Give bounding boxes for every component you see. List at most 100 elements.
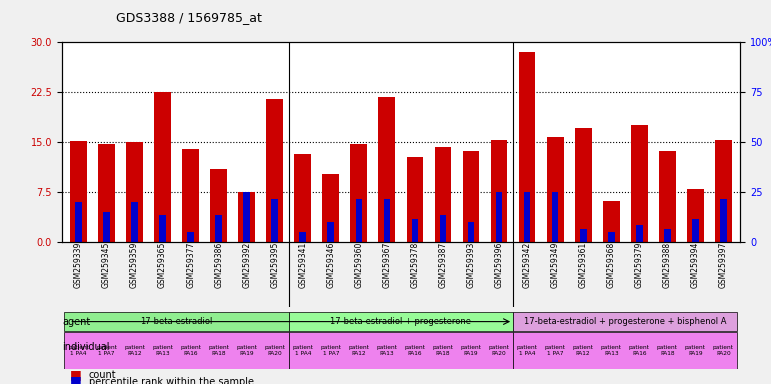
Text: 17-beta-estradiol: 17-beta-estradiol xyxy=(140,317,213,326)
Bar xyxy=(715,140,732,242)
Text: GSM259349: GSM259349 xyxy=(550,242,560,288)
Bar xyxy=(244,192,250,242)
Bar xyxy=(412,218,419,242)
Text: patient
PA16: patient PA16 xyxy=(629,345,650,356)
Text: patient
PA19: patient PA19 xyxy=(236,345,258,356)
Text: agent: agent xyxy=(62,316,90,327)
Text: GSM259387: GSM259387 xyxy=(439,242,447,288)
Text: GSM259379: GSM259379 xyxy=(635,242,644,288)
FancyBboxPatch shape xyxy=(289,332,513,369)
Bar xyxy=(355,199,362,242)
Bar xyxy=(552,192,558,242)
Text: individual: individual xyxy=(62,342,109,352)
Bar xyxy=(299,232,306,242)
Bar xyxy=(215,215,222,242)
Text: patient
PA16: patient PA16 xyxy=(405,345,426,356)
Text: patient
PA19: patient PA19 xyxy=(460,345,481,356)
Text: GSM259339: GSM259339 xyxy=(74,242,83,288)
Text: GSM259360: GSM259360 xyxy=(355,242,363,288)
Bar xyxy=(187,232,194,242)
FancyBboxPatch shape xyxy=(65,332,289,369)
Text: GSM259377: GSM259377 xyxy=(186,242,195,288)
Text: ■: ■ xyxy=(69,368,81,381)
Text: GSM259394: GSM259394 xyxy=(691,242,700,288)
Text: 17-beta-estradiol + progesterone: 17-beta-estradiol + progesterone xyxy=(331,317,471,326)
Bar xyxy=(154,92,171,242)
Text: patient
1 PA7: patient 1 PA7 xyxy=(321,345,342,356)
Bar xyxy=(103,212,110,242)
Text: percentile rank within the sample: percentile rank within the sample xyxy=(89,377,254,384)
Text: patient
PA13: patient PA13 xyxy=(601,345,621,356)
Bar xyxy=(468,222,474,242)
Text: GSM259388: GSM259388 xyxy=(663,242,672,288)
Text: ■: ■ xyxy=(69,374,81,384)
Text: patient
PA20: patient PA20 xyxy=(489,345,510,356)
Bar xyxy=(379,98,396,242)
Text: patient
PA12: patient PA12 xyxy=(573,345,594,356)
Bar xyxy=(383,199,390,242)
Text: GSM259395: GSM259395 xyxy=(271,242,279,288)
Text: GSM259393: GSM259393 xyxy=(466,242,476,288)
Bar xyxy=(496,192,503,242)
Text: GSM259365: GSM259365 xyxy=(158,242,167,288)
Bar xyxy=(519,52,536,242)
Bar xyxy=(266,99,283,242)
Bar xyxy=(547,137,564,242)
Text: patient
PA20: patient PA20 xyxy=(264,345,285,356)
Bar xyxy=(631,126,648,242)
Text: GSM259396: GSM259396 xyxy=(494,242,503,288)
Bar xyxy=(692,218,699,242)
Bar xyxy=(608,232,614,242)
Text: patient
PA12: patient PA12 xyxy=(124,345,145,356)
Text: GSM259342: GSM259342 xyxy=(523,242,531,288)
Text: patient
1 PA4: patient 1 PA4 xyxy=(68,345,89,356)
Text: GDS3388 / 1569785_at: GDS3388 / 1569785_at xyxy=(116,12,261,25)
Text: patient
1 PA4: patient 1 PA4 xyxy=(292,345,313,356)
Bar xyxy=(70,141,87,242)
Bar xyxy=(439,215,446,242)
Bar xyxy=(126,142,143,242)
Bar xyxy=(295,154,311,242)
Text: patient
1 PA4: patient 1 PA4 xyxy=(517,345,537,356)
Text: GSM259345: GSM259345 xyxy=(102,242,111,288)
Bar xyxy=(238,192,255,242)
FancyBboxPatch shape xyxy=(513,332,737,369)
Text: GSM259346: GSM259346 xyxy=(326,242,335,288)
Text: GSM259386: GSM259386 xyxy=(214,242,223,288)
Bar xyxy=(574,128,591,242)
Text: GSM259397: GSM259397 xyxy=(719,242,728,288)
Text: patient
PA18: patient PA18 xyxy=(657,345,678,356)
Text: GSM259361: GSM259361 xyxy=(579,242,588,288)
Bar xyxy=(131,202,138,242)
Bar xyxy=(322,174,339,242)
Text: count: count xyxy=(89,370,116,380)
Text: patient
1 PA7: patient 1 PA7 xyxy=(96,345,117,356)
Bar xyxy=(659,151,675,242)
Text: GSM259368: GSM259368 xyxy=(607,242,616,288)
Text: patient
1 PA7: patient 1 PA7 xyxy=(544,345,566,356)
Bar xyxy=(603,201,620,242)
Text: patient
PA18: patient PA18 xyxy=(433,345,453,356)
Bar xyxy=(720,199,727,242)
Text: patient
PA13: patient PA13 xyxy=(376,345,397,356)
Bar xyxy=(490,140,507,242)
Bar xyxy=(328,222,334,242)
Text: GSM259359: GSM259359 xyxy=(130,242,139,288)
Bar xyxy=(664,228,671,242)
FancyBboxPatch shape xyxy=(65,312,289,331)
Bar xyxy=(98,144,115,242)
Bar xyxy=(636,225,642,242)
Text: patient
PA19: patient PA19 xyxy=(685,345,705,356)
Text: GSM259392: GSM259392 xyxy=(242,242,251,288)
Text: patient
PA12: patient PA12 xyxy=(348,345,369,356)
Text: patient
PA16: patient PA16 xyxy=(180,345,201,356)
Bar xyxy=(271,199,278,242)
Bar xyxy=(435,147,451,242)
Bar xyxy=(406,157,423,242)
Text: GSM259367: GSM259367 xyxy=(382,242,392,288)
Bar xyxy=(182,149,199,242)
Bar xyxy=(687,189,704,242)
Bar xyxy=(463,151,480,242)
Bar xyxy=(75,202,82,242)
Bar xyxy=(351,144,367,242)
